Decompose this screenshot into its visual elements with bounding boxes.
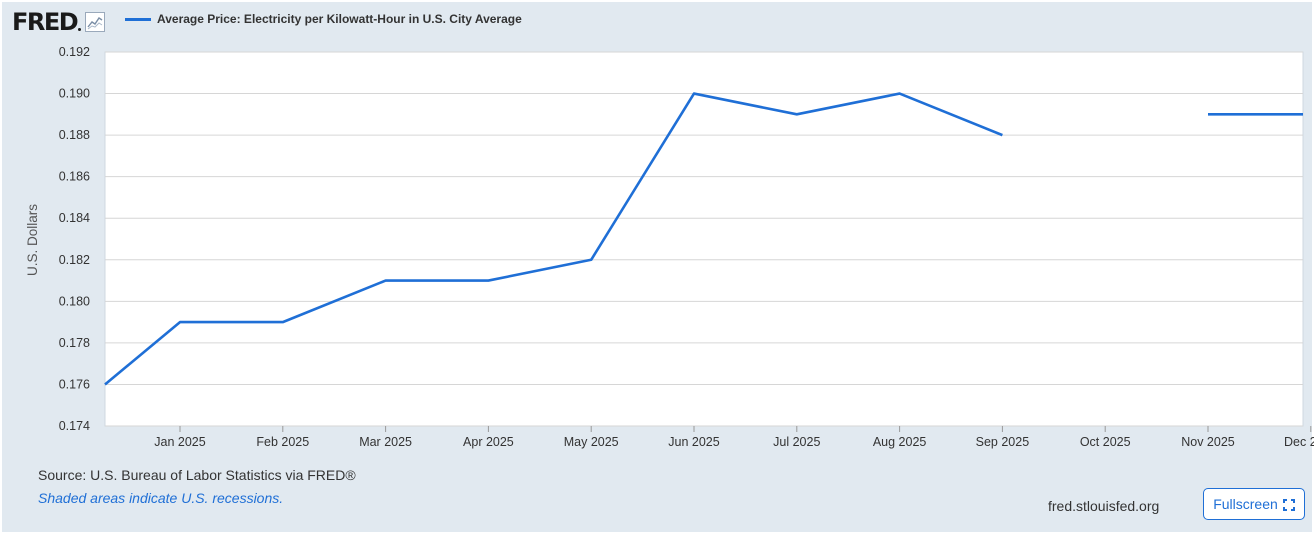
plot-area: [104, 51, 1304, 427]
fullscreen-button[interactable]: Fullscreen: [1203, 488, 1305, 520]
legend-label: Average Price: Electricity per Kilowatt-…: [157, 12, 522, 26]
y-axis-label: U.S. Dollars: [25, 204, 40, 276]
line-chart-icon: [85, 12, 106, 32]
fred-logo[interactable]: FRED: [12, 8, 106, 36]
site-url[interactable]: fred.stlouisfed.org: [1048, 498, 1160, 514]
series-line: [104, 92, 1003, 386]
source-note: Source: U.S. Bureau of Labor Statistics …: [38, 467, 356, 483]
y-tick-label: 0.178: [59, 336, 90, 350]
y-tick-label: 0.182: [59, 253, 90, 267]
x-tick-label: Aug 2025: [873, 435, 927, 449]
y-tick-label: 0.192: [59, 45, 90, 59]
x-tick-label: Sep 2025: [976, 435, 1030, 449]
x-tick-label: Feb 2025: [256, 435, 309, 449]
x-tick-label: Dec 2025: [1284, 435, 1314, 449]
y-tick-label: 0.174: [59, 419, 90, 433]
x-tick-label: Jul 2025: [773, 435, 820, 449]
x-tick-label: Oct 2025: [1080, 435, 1131, 449]
y-tick-label: 0.188: [59, 128, 90, 142]
x-tick-label: Jan 2025: [154, 435, 205, 449]
expand-icon: [1282, 498, 1295, 511]
y-tick-label: 0.180: [59, 294, 90, 308]
logo-dot: [78, 27, 82, 31]
x-tick-label: May 2025: [564, 435, 619, 449]
y-tick-label: 0.190: [59, 87, 90, 101]
y-tick-label: 0.184: [59, 211, 90, 225]
y-tick-label: 0.186: [59, 170, 90, 184]
chart-legend: Average Price: Electricity per Kilowatt-…: [125, 12, 522, 26]
x-tick-label: Jun 2025: [668, 435, 719, 449]
y-tick-label: 0.176: [59, 377, 90, 391]
fullscreen-label: Fullscreen: [1213, 496, 1278, 512]
x-tick-label: Apr 2025: [463, 435, 514, 449]
legend-swatch: [125, 17, 151, 21]
logo-text: FRED: [12, 8, 79, 36]
x-tick-label: Nov 2025: [1181, 435, 1235, 449]
x-tick-label: Mar 2025: [359, 435, 412, 449]
recession-note: Shaded areas indicate U.S. recessions.: [38, 490, 284, 506]
